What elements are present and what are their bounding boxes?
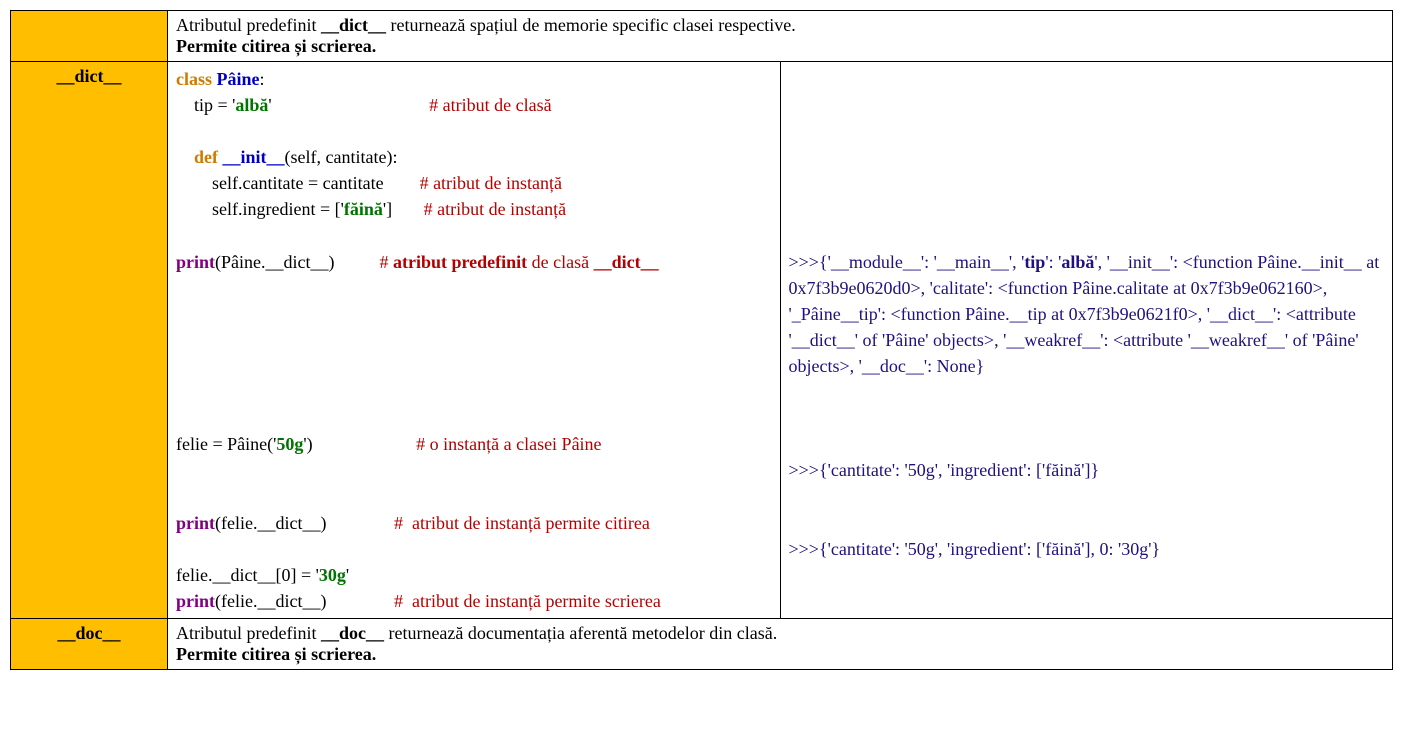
out-spacer: [789, 170, 1385, 196]
output-text: {'cantitate': '50g', 'ingredient': ['făi…: [819, 460, 1099, 480]
blank-line: [176, 353, 772, 379]
print-call: print: [176, 513, 215, 533]
out-spacer: [789, 118, 1385, 144]
code-text: ']: [383, 199, 424, 219]
code-text: (felie.__dict__): [215, 513, 394, 533]
doc-desc-text-a: Atributul predefinit: [176, 623, 321, 643]
string-literal: 30g: [319, 565, 346, 585]
params: (self, cantitate):: [285, 147, 398, 167]
dict-output: >>>{'__module__': '__main__', 'tip': 'al…: [780, 62, 1393, 619]
comment: # atribut de instanță permite citirea: [394, 513, 650, 533]
attributes-table: Atributul predefinit __dict__ returnează…: [10, 10, 1393, 670]
dict-desc-text-b: __dict__: [321, 15, 386, 35]
dict-label-top-empty: [11, 11, 168, 62]
dict-desc-text-a: Atributul predefinit: [176, 15, 321, 35]
code-text: felie = Pâine(': [176, 434, 276, 454]
dict-description: Atributul predefinit __dict__ returnează…: [168, 11, 1393, 62]
doc-desc-row: __doc__ Atributul predefinit __doc__ ret…: [11, 618, 1393, 669]
code-text: tip = ': [176, 95, 235, 115]
output-text: {'cantitate': '50g', 'ingredient': ['făi…: [819, 539, 1160, 559]
out-spacer: [789, 484, 1385, 510]
prompt: >>>: [789, 539, 819, 559]
doc-desc-text-c: returnează documentația aferentă metodel…: [384, 623, 777, 643]
out-spacer: [789, 196, 1385, 222]
output-bold: albă: [1061, 252, 1094, 272]
prompt: >>>: [789, 460, 819, 480]
dict-desc-row: Atributul predefinit __dict__ returnează…: [11, 11, 1393, 62]
dict-label: __dict__: [11, 62, 168, 619]
out-spacer: [789, 379, 1385, 405]
blank-line: [176, 301, 772, 327]
comment: de clasă: [527, 252, 593, 272]
output-bold: tip: [1024, 252, 1045, 272]
output-block-1: >>>{'__module__': '__main__', 'tip': 'al…: [789, 249, 1385, 379]
comment-bold: atribut predefinit: [393, 252, 527, 272]
out-spacer: [789, 144, 1385, 170]
blank-line: [176, 275, 772, 301]
dict-desc-text-c: returnează spațiul de memorie specific c…: [386, 15, 796, 35]
output-block-2: >>>{'cantitate': '50g', 'ingredient': ['…: [789, 457, 1385, 483]
comment: # atribut de clasă: [429, 95, 551, 115]
output-text: {'__module__': '__main__', ': [819, 252, 1024, 272]
out-spacer: [789, 431, 1385, 457]
doc-description: Atributul predefinit __doc__ returnează …: [168, 618, 1393, 669]
out-spacer: [789, 92, 1385, 118]
prompt: >>>: [789, 252, 819, 272]
out-spacer: [789, 66, 1385, 92]
comment: #: [380, 252, 394, 272]
code-text: ': [346, 565, 349, 585]
kw-class: class: [176, 69, 217, 89]
blank-line: [176, 405, 772, 431]
print-call: print: [176, 252, 215, 272]
out-spacer: [789, 405, 1385, 431]
code-text: self.cantitate = cantitate: [176, 173, 420, 193]
classname: Pâine: [217, 69, 260, 89]
doc-desc-line2: Permite citirea și scrierea.: [176, 644, 376, 664]
comment: # atribut de instanță permite scrierea: [394, 591, 661, 611]
blank-line: [176, 118, 772, 144]
dict-desc-line2: Permite citirea și scrierea.: [176, 36, 376, 56]
colon: :: [260, 69, 265, 89]
kw-def: def: [194, 147, 223, 167]
print-call: print: [176, 591, 215, 611]
blank-line: [176, 536, 772, 562]
code-text: (felie.__dict__): [215, 591, 394, 611]
blank-line: [176, 484, 772, 510]
string-literal: făină: [344, 199, 383, 219]
comment: # atribut de instanță: [420, 173, 562, 193]
dict-code: class Pâine: tip = 'albă' # atribut de c…: [168, 62, 781, 619]
dunder-init: __init__: [223, 147, 285, 167]
blank-line: [176, 379, 772, 405]
string-literal: 50g: [276, 434, 303, 454]
indent: [176, 147, 194, 167]
dict-code-row: __dict__ class Pâine: tip = 'albă' # atr…: [11, 62, 1393, 619]
comment: # o instanță a clasei Pâine: [416, 434, 601, 454]
blank-line: [176, 457, 772, 483]
doc-label: __doc__: [11, 618, 168, 669]
comment: # atribut de instanță: [424, 199, 566, 219]
code-text: '): [303, 434, 416, 454]
code-text: ': [268, 95, 429, 115]
comment-bold: __dict__: [594, 252, 659, 272]
output-block-3: >>>{'cantitate': '50g', 'ingredient': ['…: [789, 536, 1385, 562]
output-text: ': ': [1045, 252, 1061, 272]
code-text: felie.__dict__[0] = ': [176, 565, 319, 585]
blank-line: [176, 223, 772, 249]
code-text: (Pâine.__dict__): [215, 252, 379, 272]
code-text: self.ingredient = [': [176, 199, 344, 219]
string-literal: albă: [235, 95, 268, 115]
out-spacer: [789, 510, 1385, 536]
blank-line: [176, 327, 772, 353]
out-spacer: [789, 223, 1385, 249]
doc-desc-text-b: __doc__: [321, 623, 384, 643]
